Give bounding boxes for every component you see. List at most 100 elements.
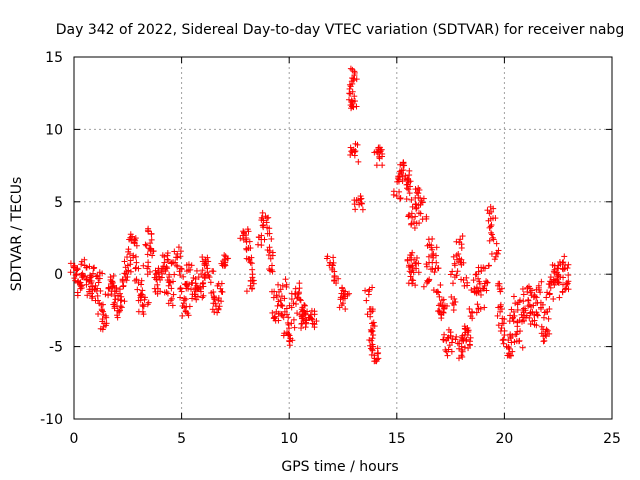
data-point bbox=[282, 276, 289, 283]
data-point bbox=[266, 230, 273, 237]
data-point bbox=[269, 268, 276, 275]
data-point bbox=[205, 272, 212, 279]
data-point bbox=[547, 274, 554, 281]
data-point bbox=[358, 200, 365, 207]
data-point bbox=[368, 337, 375, 344]
data-point bbox=[416, 186, 423, 193]
data-point bbox=[311, 311, 318, 318]
data-point bbox=[185, 267, 192, 274]
data-point bbox=[208, 289, 215, 296]
data-point bbox=[119, 277, 126, 284]
data-point bbox=[139, 287, 146, 294]
data-point bbox=[214, 282, 221, 289]
data-point bbox=[424, 277, 431, 284]
data-point bbox=[547, 284, 554, 291]
data-point bbox=[88, 290, 95, 297]
data-point bbox=[178, 266, 185, 273]
data-point bbox=[346, 90, 353, 97]
data-point bbox=[149, 252, 156, 259]
data-point bbox=[444, 352, 451, 359]
data-point bbox=[275, 298, 282, 305]
data-point bbox=[506, 345, 513, 352]
data-point bbox=[349, 75, 356, 82]
data-point bbox=[204, 269, 211, 276]
data-point bbox=[471, 288, 478, 295]
data-point bbox=[467, 334, 474, 341]
data-point bbox=[532, 293, 539, 300]
data-point bbox=[408, 196, 415, 203]
data-point bbox=[188, 286, 195, 293]
data-point bbox=[415, 194, 422, 201]
data-point bbox=[110, 301, 117, 308]
x-tick-label: 20 bbox=[495, 431, 513, 447]
data-point bbox=[519, 286, 526, 293]
data-point bbox=[151, 285, 158, 292]
data-point bbox=[510, 318, 517, 325]
data-point bbox=[435, 308, 442, 315]
data-point bbox=[473, 285, 480, 292]
data-point bbox=[296, 285, 303, 292]
data-point bbox=[370, 332, 377, 339]
data-point bbox=[356, 201, 363, 208]
data-point bbox=[371, 358, 378, 365]
data-point bbox=[448, 348, 455, 355]
data-point bbox=[349, 149, 356, 156]
data-point bbox=[165, 300, 172, 307]
data-point bbox=[121, 298, 128, 305]
data-point bbox=[493, 240, 500, 247]
data-point bbox=[398, 171, 405, 178]
data-point bbox=[281, 295, 288, 302]
data-point bbox=[444, 334, 451, 341]
data-point bbox=[267, 255, 274, 262]
data-point bbox=[399, 173, 406, 180]
x-tick-label: 25 bbox=[603, 431, 621, 447]
data-point bbox=[500, 340, 507, 347]
data-point bbox=[239, 232, 246, 239]
data-point bbox=[330, 254, 337, 261]
data-point bbox=[195, 274, 202, 281]
data-point bbox=[456, 255, 463, 262]
data-point bbox=[164, 290, 171, 297]
data-point bbox=[458, 276, 465, 283]
data-point bbox=[458, 347, 465, 354]
data-point bbox=[168, 259, 175, 266]
data-point bbox=[171, 248, 178, 255]
data-point bbox=[186, 303, 193, 310]
data-point bbox=[117, 297, 124, 304]
data-point bbox=[304, 308, 311, 315]
data-point bbox=[475, 305, 482, 312]
data-point bbox=[545, 315, 552, 322]
data-point bbox=[404, 175, 411, 182]
data-point bbox=[197, 284, 204, 291]
data-point bbox=[436, 293, 443, 300]
data-point bbox=[177, 272, 184, 279]
data-point bbox=[285, 321, 292, 328]
data-point bbox=[124, 273, 131, 280]
data-point bbox=[279, 302, 286, 309]
data-point bbox=[488, 231, 495, 238]
data-point bbox=[82, 273, 89, 280]
data-point bbox=[498, 306, 505, 313]
data-point bbox=[177, 285, 184, 292]
data-point bbox=[130, 254, 137, 261]
data-point bbox=[156, 273, 163, 280]
data-point bbox=[510, 293, 517, 300]
data-point bbox=[473, 309, 480, 316]
data-point bbox=[355, 158, 362, 165]
data-point bbox=[400, 159, 407, 166]
data-point bbox=[415, 210, 422, 217]
data-point bbox=[517, 297, 524, 304]
data-point bbox=[177, 265, 184, 272]
data-point bbox=[450, 307, 457, 314]
y-tick-label: 10 bbox=[45, 122, 63, 138]
data-point bbox=[459, 332, 466, 339]
data-point bbox=[164, 252, 171, 259]
data-point bbox=[112, 296, 119, 303]
data-point bbox=[178, 288, 185, 295]
data-point bbox=[185, 281, 192, 288]
data-point bbox=[486, 224, 493, 231]
data-point bbox=[353, 103, 360, 110]
data-point bbox=[453, 333, 460, 340]
data-point bbox=[166, 271, 173, 278]
